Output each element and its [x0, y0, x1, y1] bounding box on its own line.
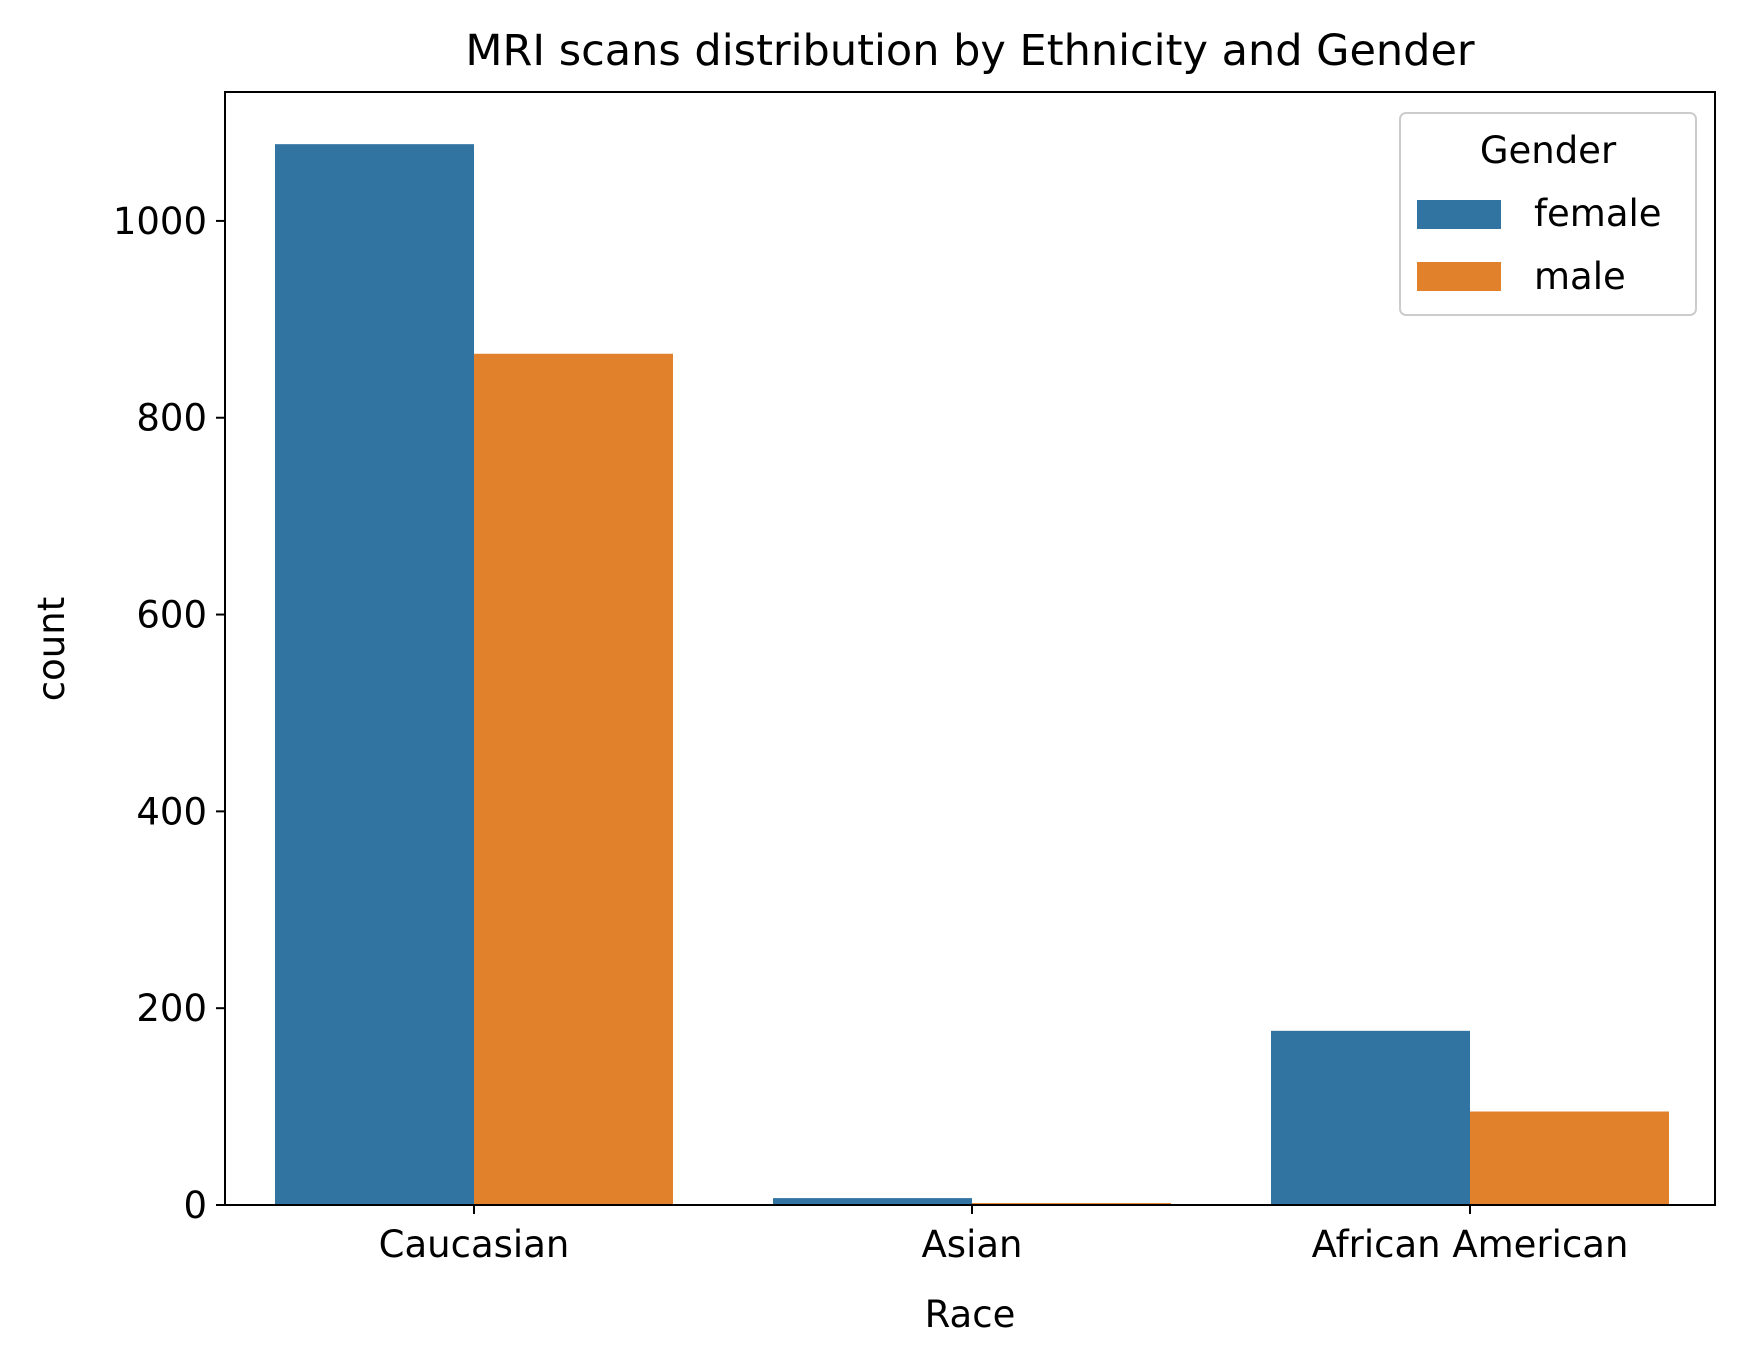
x-tick-label-asian: Asian: [922, 1223, 1023, 1266]
legend-swatch-female: [1417, 200, 1501, 229]
y-axis-label: count: [30, 597, 73, 701]
y-tick-label: 1000: [113, 200, 207, 243]
y-tick-label: 800: [136, 397, 207, 440]
y-tick-label: 600: [136, 594, 207, 637]
x-tick-label-african-american: African American: [1312, 1223, 1629, 1266]
legend-label-female: female: [1534, 192, 1662, 235]
legend: Gender female male: [1399, 112, 1697, 316]
bar-african-american-male: [1470, 1111, 1669, 1205]
x-axis: Caucasian Asian African American: [379, 1205, 1629, 1266]
y-tick-label: 400: [136, 790, 207, 833]
legend-swatch-male: [1417, 262, 1501, 291]
bar-african-american-female: [1271, 1030, 1470, 1205]
bars-group: [275, 144, 1669, 1205]
plot-frame: [224, 91, 1716, 1206]
x-axis-label: Race: [925, 1293, 1016, 1336]
bar-asian-female: [773, 1198, 972, 1205]
legend-label-male: male: [1534, 255, 1626, 298]
legend-title: Gender: [1480, 129, 1617, 172]
x-tick-label-caucasian: Caucasian: [379, 1223, 570, 1266]
y-axis: 0 200 400 600 800 1000: [113, 200, 225, 1227]
bar-caucasian-male: [474, 353, 673, 1205]
chart-title: MRI scans distribution by Ethnicity and …: [465, 26, 1475, 76]
y-tick-label: 200: [136, 987, 207, 1030]
y-tick-label: 0: [183, 1184, 207, 1227]
bar-caucasian-female: [275, 144, 474, 1205]
